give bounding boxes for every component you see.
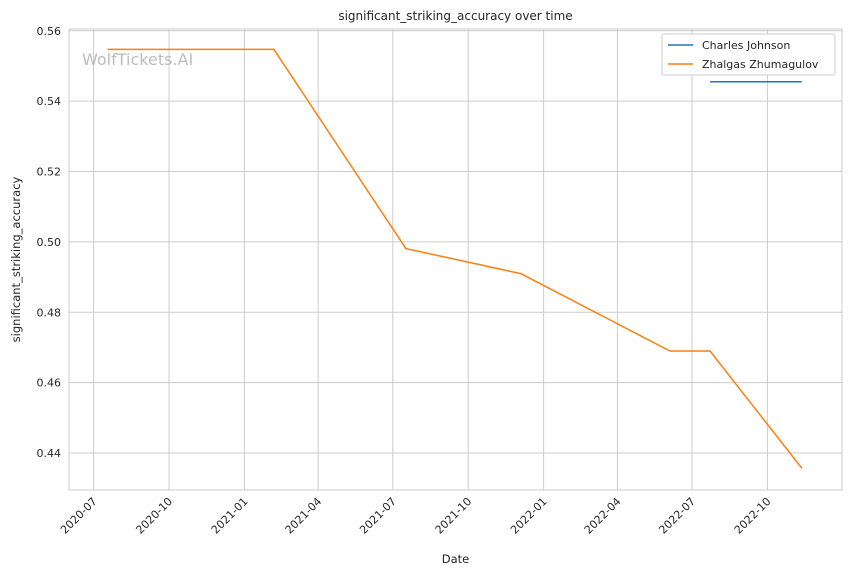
x-axis-label: Date bbox=[442, 552, 470, 566]
y-tick-label: 0.54 bbox=[37, 95, 62, 108]
legend: Charles Johnson Zhalgas Zhumagulov bbox=[661, 33, 836, 76]
legend-label-1: Charles Johnson bbox=[702, 39, 790, 52]
x-tick-label: 2022-04 bbox=[582, 495, 624, 537]
y-tick-label: 0.56 bbox=[37, 25, 62, 38]
x-tick-label: 2022-10 bbox=[732, 495, 774, 537]
x-tick-label: 2021-10 bbox=[433, 495, 475, 537]
x-tick-label: 2021-01 bbox=[209, 495, 251, 537]
y-axis-label: significant_striking_accuracy bbox=[9, 176, 23, 342]
y-tick-label: 0.50 bbox=[37, 236, 62, 249]
watermark: WolfTickets.AI bbox=[82, 50, 193, 69]
y-tick-label: 0.48 bbox=[37, 306, 62, 319]
x-tick-label: 2021-07 bbox=[357, 495, 399, 537]
y-tick-label: 0.52 bbox=[37, 166, 62, 179]
plot-frame bbox=[68, 28, 843, 491]
series-line-2 bbox=[107, 48, 803, 469]
legend-label-2: Zhalgas Zhumagulov bbox=[702, 58, 819, 71]
x-tick-label: 2020-10 bbox=[133, 495, 175, 537]
x-tick-label: 2022-07 bbox=[656, 495, 698, 537]
y-tick-label: 0.46 bbox=[37, 377, 62, 390]
x-tick-labels: 2020-07 2020-10 2021-01 2021-04 2021-07 2021-… bbox=[58, 495, 774, 537]
chart-title: significant_striking_accuracy over time bbox=[338, 9, 572, 23]
x-tick-label: 2021-04 bbox=[283, 495, 325, 537]
grid bbox=[69, 29, 842, 490]
x-tick-label: 2020-07 bbox=[58, 495, 100, 537]
series-layer bbox=[107, 48, 803, 469]
legend-box bbox=[661, 33, 836, 76]
x-tick-label: 2022-01 bbox=[508, 495, 550, 537]
y-tick-labels: 0.44 0.46 0.48 0.50 0.52 0.54 0.56 bbox=[37, 25, 62, 460]
y-tick-label: 0.44 bbox=[37, 447, 62, 460]
